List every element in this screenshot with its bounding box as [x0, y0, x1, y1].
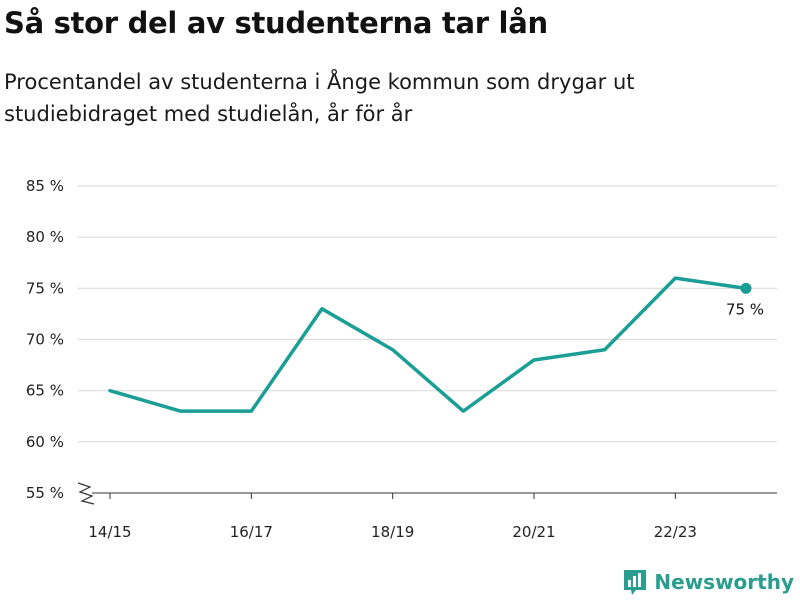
x-tick-label: 20/21: [512, 523, 555, 541]
y-tick-label: 60 %: [26, 433, 64, 451]
series-group: [108, 276, 752, 413]
series-line: [108, 276, 748, 413]
y-tick-label: 70 %: [26, 331, 64, 349]
y-tick-label: 55 %: [26, 484, 64, 502]
y-tick-label: 65 %: [26, 382, 64, 400]
chart-subtitle: Procentandel av studenterna i Ånge kommu…: [4, 70, 635, 126]
bar-chart-logo-icon: [624, 570, 647, 595]
x-tick-label: 14/15: [88, 523, 131, 541]
x-axis: [77, 482, 777, 505]
y-tick-label: 75 %: [26, 279, 64, 297]
data-labels: 75 %: [726, 300, 764, 318]
last-data-point: [740, 282, 752, 294]
y-axis-tick-labels: 55 % 60 % 65 % 70 % 75 % 80 % 85 %: [26, 177, 64, 502]
y-tick-label: 80 %: [26, 228, 64, 246]
axis-break-mark: [77, 482, 95, 505]
x-tick-label: 22/23: [654, 523, 697, 541]
x-tick-label: 16/17: [230, 523, 273, 541]
y-tick-label: 85 %: [26, 177, 64, 195]
chart-title: Så stor del av studenterna tar lån: [4, 6, 548, 40]
x-axis-tick-labels: 14/15 16/17 18/19 20/21 22/23: [88, 493, 697, 541]
brand-logo: Newsworthy: [622, 566, 794, 598]
x-tick-label: 18/19: [371, 523, 414, 541]
grid-lines: [78, 185, 777, 443]
brand-name: Newsworthy: [654, 570, 794, 594]
last-point-label: 75 %: [726, 300, 764, 318]
